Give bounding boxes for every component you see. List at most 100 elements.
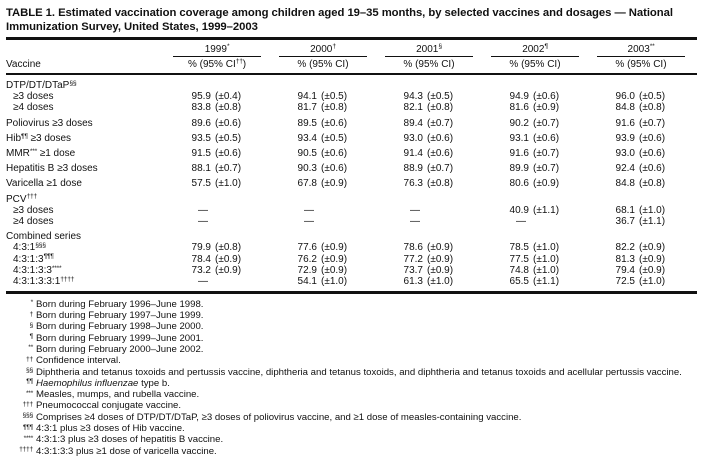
year-header-row: 1999* 2000† 2001§ 2002¶ 2003** [6, 40, 697, 57]
value-cell: 90.3 (±0.6) [270, 163, 376, 174]
ci-value: (±0.6) [533, 132, 560, 144]
percent-value: 72.9 [297, 264, 317, 276]
value-cell: 91.6 (±0.7) [482, 148, 588, 159]
footnote-text: Born during February 1997–June 1999. [36, 310, 204, 322]
ci-value: (±0.7) [533, 117, 560, 129]
year-header: 2002¶ [482, 40, 588, 57]
footnote-text: Comprises ≥4 doses of DTP/DT/DTaP, ≥3 do… [36, 411, 522, 423]
row-label: Combined series [6, 231, 82, 243]
table-row: Varicella ≥1 dose 57.5 (±1.0) 67.8 (±0.9) 76.… [6, 178, 697, 189]
value-cell: 89.9 (±0.7) [482, 163, 588, 174]
percent-value: 73.7 [403, 264, 423, 276]
percent-value: 91.4 [403, 148, 423, 160]
table-row: MMR*** ≥1 dose 91.5 (±0.6) 90.5 (±0.6) 91.4 (±… [6, 148, 697, 159]
footnote-marker: ** [28, 344, 33, 352]
ci-value: (±0.6) [215, 117, 242, 129]
value-cell: 94.9 (±0.6) [482, 91, 588, 102]
value-cell: 78.6 (±0.9) [376, 242, 482, 253]
footnote-text: Born during February 1999–June 2001. [36, 332, 204, 344]
percent-value: 90.2 [509, 117, 529, 129]
year-header: 2001§ [376, 40, 482, 57]
percent-value: 93.4 [297, 132, 317, 144]
header-rule [6, 72, 697, 75]
percent-value: 73.2 [191, 264, 211, 276]
footnote-text: Confidence interval. [36, 355, 121, 367]
ci-value: (±0.6) [427, 132, 454, 144]
percent-value: 78.4 [191, 253, 211, 265]
value-cell: 80.6 (±0.9) [482, 178, 588, 189]
percent-value: 78.5 [509, 242, 529, 254]
value-cell: 81.6 (±0.9) [482, 102, 588, 113]
percent-value: 72.5 [615, 276, 635, 288]
ci-value: (±1.0) [533, 253, 560, 265]
footnote-marker: ¶ [29, 333, 34, 341]
value-cell: 40.9 (±1.1) [482, 205, 588, 216]
percent-value: 90.5 [297, 148, 317, 160]
ci-value: (±0.7) [533, 163, 560, 175]
value-cell: 77.5 (±1.0) [482, 254, 588, 265]
year-header: 2003** [588, 40, 694, 57]
table-title: TABLE 1. Estimated vaccination coverage … [6, 7, 673, 33]
value-cell: 94.3 (±0.5) [376, 91, 482, 102]
value-cell: — [304, 204, 314, 216]
ci-value: (±0.7) [639, 117, 666, 129]
ci-value: (±0.8) [215, 242, 242, 254]
value-cell: 89.5 (±0.6) [270, 118, 376, 129]
row-label: Varicella ≥1 dose [6, 178, 82, 190]
percent-value: 54.1 [297, 276, 317, 288]
row-label: Hepatitis B ≥3 doses [6, 163, 98, 175]
table-row: Poliovirus ≥3 doses 89.6 (±0.6) 89.5 (±0.6) 8… [6, 118, 697, 129]
year-header-spacer [6, 54, 164, 57]
ci-value: (±0.6) [321, 163, 348, 175]
percent-value: 89.9 [509, 163, 529, 175]
percent-value: 74.8 [509, 264, 529, 276]
value-cell: 57.5 (±1.0) [164, 178, 270, 189]
percent-value: 94.3 [403, 91, 423, 103]
ci-header: % (95% CI) [615, 58, 667, 70]
percent-value: 81.6 [509, 102, 529, 114]
ci-value: (±0.9) [639, 242, 666, 254]
percent-value: 77.5 [509, 253, 529, 265]
row-label: 4:3:1:3:3**** [13, 264, 62, 276]
footnote-text: Haemophilus influenzae type b. [36, 377, 170, 389]
footnote: ¶ Born during February 1999–June 2001. [6, 333, 695, 344]
percent-value: 89.6 [191, 117, 211, 129]
percent-value: 96.0 [615, 91, 635, 103]
footnote-text: Born during February 2000–June 2002. [36, 343, 204, 355]
value-cell: 94.1 (±0.5) [270, 91, 376, 102]
footnotes-section: * Born during February 1996–June 1998. † Bo… [6, 294, 697, 463]
table-row: ≥4 doses — — — — 36.7 (±1.1) [6, 216, 697, 227]
ci-value: (±1.0) [533, 242, 560, 254]
ci-value: (±0.9) [427, 242, 454, 254]
ci-value: (±1.0) [639, 204, 666, 216]
footnote: § Born during February 1998–June 2000. [6, 321, 695, 332]
ci-header: % (95% CI) [403, 58, 455, 70]
year-header: 1999* [164, 40, 270, 57]
row-label: MMR*** ≥1 dose [6, 147, 76, 160]
column-header-row: Vaccine % (95% CI††) % (95% CI) % (95% CI)… [6, 57, 697, 73]
table-row: 4:3:1§§§ 79.9 (±0.8) 77.6 (±0.9) 78.6 (±0.9) 78… [6, 242, 697, 253]
ci-value: (±0.9) [321, 253, 348, 265]
percent-value: 82.2 [615, 242, 635, 254]
value-cell: 79.4 (±0.9) [588, 265, 694, 276]
ci-value: (±0.6) [533, 91, 560, 103]
footnote: §§§ Comprises ≥4 doses of DTP/DT/DTaP, ≥3… [6, 412, 695, 423]
percent-value: 76.2 [297, 253, 317, 265]
value-cell: 72.9 (±0.9) [270, 265, 376, 276]
row-label: Hib¶¶ ≥3 doses [6, 132, 72, 144]
percent-value: 78.6 [403, 242, 423, 254]
percent-value: 93.0 [615, 148, 635, 160]
footnote-text: Born during February 1996–June 1998. [36, 298, 204, 310]
table-row: Hib¶¶ ≥3 doses 93.5 (±0.5) 93.4 (±0.5) 93.0 (±… [6, 133, 697, 144]
footnote-text: 4:3:1 plus ≥3 doses of Hib vaccine. [36, 423, 185, 435]
value-cell: — [198, 216, 208, 228]
value-cell: 91.6 (±0.7) [588, 118, 694, 129]
percent-value: 91.5 [191, 148, 211, 160]
percent-value: 76.3 [403, 178, 423, 190]
percent-value: 67.8 [297, 178, 317, 190]
percent-value: 80.6 [509, 178, 529, 190]
value-cell: 88.1 (±0.7) [164, 163, 270, 174]
row-label: Poliovirus ≥3 doses [6, 117, 93, 129]
table-row: Hepatitis B ≥3 doses 88.1 (±0.7) 90.3 (±0.6)… [6, 163, 697, 174]
